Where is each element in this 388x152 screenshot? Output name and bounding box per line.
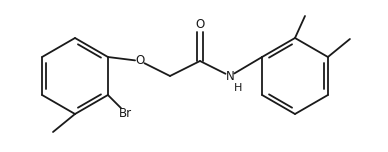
- Text: Br: Br: [120, 107, 132, 119]
- Text: O: O: [135, 55, 145, 67]
- Text: H: H: [234, 83, 242, 93]
- Text: N: N: [226, 69, 234, 83]
- Text: O: O: [196, 19, 204, 31]
